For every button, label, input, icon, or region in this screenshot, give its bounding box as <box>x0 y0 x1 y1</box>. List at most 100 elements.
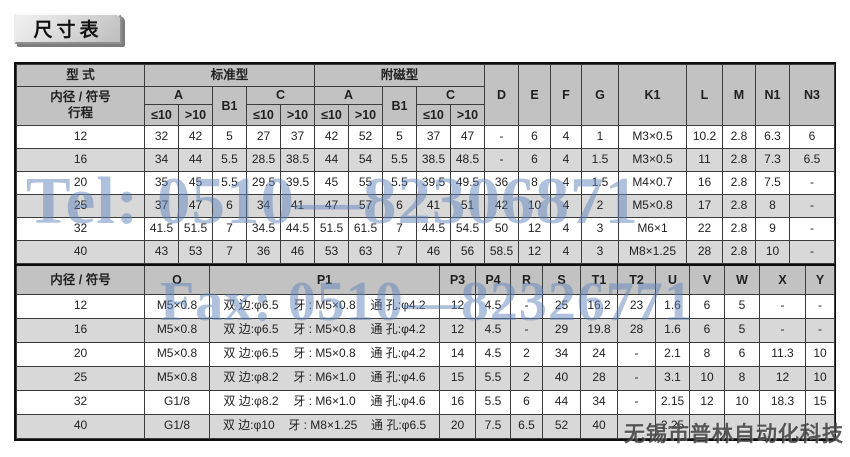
value-cell: 55 <box>348 171 383 195</box>
p1-part: 牙 : M5×0.8 <box>293 298 356 313</box>
bottom-col-12: X <box>759 264 806 295</box>
value-cell: 2.8 <box>722 148 756 172</box>
value-cell: 7.3 <box>755 148 790 172</box>
value-cell: 10 <box>518 194 551 218</box>
value-cell: 51.5 <box>178 217 213 241</box>
value-cell: 61.5 <box>348 217 383 241</box>
value-cell: 57 <box>348 194 383 218</box>
value-cell: 12 <box>518 217 551 241</box>
value-cell: 10 <box>755 240 790 264</box>
value-cell: 5.5 <box>382 171 417 195</box>
value-cell: 6 <box>689 317 725 343</box>
value-cell: 36 <box>246 240 281 264</box>
value-cell: 34 <box>246 194 281 218</box>
value-cell: - <box>617 413 656 439</box>
value-cell: 37 <box>280 125 315 149</box>
value-cell: 25 <box>542 293 581 319</box>
value-cell: 2.25 <box>655 413 690 439</box>
value-cell: 22 <box>686 217 723 241</box>
col-magnetic-group: 附磁型 <box>314 64 485 87</box>
value-cell: - <box>510 317 543 343</box>
bore-cell: 25 <box>16 194 145 218</box>
value-cell: 4 <box>550 194 582 218</box>
bore-cell: 25 <box>16 365 145 391</box>
p1-cell: 双 边:φ8.2 牙 : M6×1.0 通 孔:φ4.6 <box>209 365 440 391</box>
value-cell: 4 <box>550 148 582 172</box>
col-D: D <box>484 64 519 126</box>
value-cell: 41.5 <box>144 217 179 241</box>
value-cell: 47 <box>178 194 213 218</box>
header-row-1: 型 式 标准型 附磁型 D E F G K1 L M N1 N3 <box>16 64 835 126</box>
p1-part: 牙 : M8×1.25 <box>288 418 358 433</box>
value-cell: 56 <box>450 240 485 264</box>
value-cell: 8 <box>689 341 725 367</box>
p1-part: 双 边:φ6.5 <box>223 298 279 313</box>
value-cell: 17 <box>686 194 723 218</box>
value-cell: 40 <box>580 413 618 439</box>
bore-cell: 12 <box>16 125 145 149</box>
bottom-table-row-25: 25 M5×0.8 双 边:φ8.2 牙 : M6×1.0 通 孔:φ4.6 15 5.5 2… <box>16 365 835 391</box>
value-cell: 4 <box>550 171 582 195</box>
value-cell <box>724 413 760 439</box>
p1-cell: 双 边:φ8.2 牙 : M6×1.0 通 孔:φ4.6 <box>209 389 440 415</box>
bottom-col-2: P1 <box>209 264 440 295</box>
value-cell: - <box>805 317 835 343</box>
value-cell: 7 <box>212 217 247 241</box>
col-mag-A-gt10: >10 <box>348 104 383 126</box>
p1-part: 通 孔:φ4.2 <box>370 346 426 361</box>
col-mag-B1: B1 <box>382 86 417 126</box>
value-cell: 11.3 <box>759 341 806 367</box>
top-table-row-20: 20 35 45 5.5 29.5 39.5 45 55 5.5 39.5 49.5 36 8 4 1.5 M… <box>16 171 835 195</box>
p1-part: 双 边:φ6.5 <box>223 346 279 361</box>
bottom-col-13: Y <box>805 264 835 295</box>
value-cell: 1.5 <box>581 171 619 195</box>
value-cell: 1.6 <box>655 293 690 319</box>
value-cell <box>805 413 835 439</box>
value-cell: 45 <box>314 171 349 195</box>
value-cell: 6 <box>518 148 551 172</box>
p1-part: 牙 : M5×0.8 <box>293 346 356 361</box>
value-cell: 35 <box>144 171 179 195</box>
value-cell: 51 <box>450 194 485 218</box>
value-cell: 3.1 <box>655 365 690 391</box>
value-cell: 12 <box>439 293 476 319</box>
p1-cell: 双 边:φ6.5 牙 : M5×0.8 通 孔:φ4.2 <box>209 341 440 367</box>
bore-cell: 40 <box>16 240 145 264</box>
value-cell: 6 <box>382 194 417 218</box>
value-cell: 43 <box>144 240 179 264</box>
value-cell: 3 <box>581 217 619 241</box>
header-row-3: ≤10 >10 ≤10 >10 ≤10 >10 ≤10 >10 <box>17 104 835 126</box>
value-cell: 28.5 <box>246 148 281 172</box>
bore-cell: 40 <box>16 413 145 439</box>
bottom-col-9: U <box>655 264 690 295</box>
bottom-col-10: V <box>689 264 725 295</box>
top-table-row-32: 32 41.5 51.5 7 34.5 44.5 51.5 61.5 7 44.5 54.5 50 12… <box>16 217 835 241</box>
value-cell: 4.5 <box>475 341 511 367</box>
value-cell: 8 <box>518 171 551 195</box>
value-cell: M3×0.5 <box>618 148 687 172</box>
value-cell: 5 <box>724 293 760 319</box>
value-cell <box>689 413 725 439</box>
value-cell: 52 <box>348 125 383 149</box>
col-N3: N3 <box>789 64 835 126</box>
value-cell: M3×0.5 <box>618 125 687 149</box>
p1-part: 双 边:φ8.2 <box>223 370 279 385</box>
value-cell: 6 <box>689 293 725 319</box>
value-cell: 4.5 <box>475 293 511 319</box>
value-cell: 6 <box>518 125 551 149</box>
port-O-cell: M5×0.8 <box>144 341 210 367</box>
col-std-A-gt10: >10 <box>178 104 213 126</box>
bottom-dimension-table: 内径 / 符号 O P1 P3 P4 R S T1 T2 U V W X Y 12 M5×0.8 双 边:φ6… <box>16 264 835 439</box>
value-cell: 15 <box>439 365 476 391</box>
col-std-A-le10: ≤10 <box>144 104 179 126</box>
value-cell: 2.8 <box>722 217 756 241</box>
value-cell: - <box>759 317 806 343</box>
col-E: E <box>518 64 551 126</box>
value-cell: 28 <box>580 365 618 391</box>
port-O-cell: M5×0.8 <box>144 365 210 391</box>
col-mag-C-le10: ≤10 <box>416 104 451 126</box>
value-cell: 12 <box>518 240 551 264</box>
bottom-table-row-16: 16 M5×0.8 双 边:φ6.5 牙 : M5×0.8 通 孔:φ4.2 12 4.5-… <box>16 317 835 343</box>
stroke-label: 行程 <box>67 106 93 120</box>
value-cell: 48.5 <box>450 148 485 172</box>
